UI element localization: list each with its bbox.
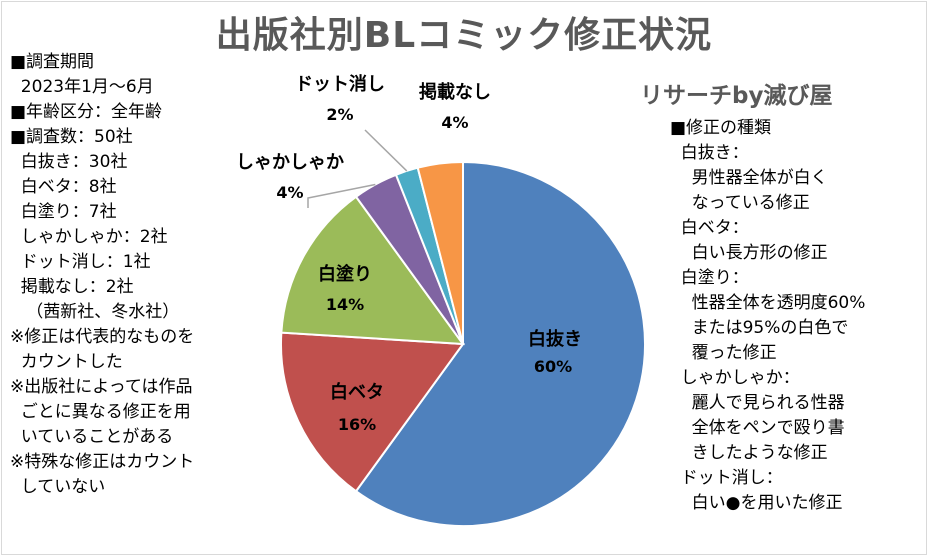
left-note-line: （茜新社、冬水社）	[10, 302, 180, 322]
slice-name-label: しゃかしゃか	[236, 152, 344, 173]
left-note-line: ※出版社によっては作品	[10, 377, 193, 397]
left-note-line: ■調査数：50社	[10, 127, 133, 147]
slice-percent-label: 2%	[326, 105, 353, 124]
right-notes-panel: ■修正の種類 白抜き： 男性器全体が白く なっている修正 白ベタ： 白い長方形の…	[670, 116, 865, 516]
right-note-line: 白抜き：	[670, 143, 749, 163]
right-note-line: 麗人で見られる性器	[670, 393, 845, 413]
pie-slice	[280, 331, 465, 493]
right-note-line: または95%の白色で	[670, 318, 849, 338]
pie-slice	[416, 160, 464, 345]
right-note-line: きしたような修正	[670, 443, 828, 463]
right-note-line: 全体をペンで殴り書	[670, 418, 845, 438]
right-note-line: 白い●を用いた修正	[670, 493, 843, 513]
left-note-line: 白塗り：7社	[10, 202, 117, 222]
right-note-line: 性器全体を透明度60%	[670, 293, 866, 313]
slice-name-label: 白抜き	[528, 328, 582, 350]
right-note-line: しゃかしゃか：	[670, 368, 800, 388]
left-note-line: ※修正は代表的なものを	[10, 327, 195, 347]
chart-title: 出版社別BLコミック修正状況	[215, 15, 713, 56]
left-note-line: カウントした	[10, 352, 123, 372]
right-note-line: 白ベタ：	[670, 218, 749, 238]
right-note-line: 覆った修正	[670, 343, 777, 363]
slice-percent-label: 14%	[326, 295, 364, 314]
left-note-line: ドット消し：1社	[10, 252, 151, 272]
left-note-line: いていることがある	[10, 427, 174, 447]
right-note-line: ドット消し：	[670, 468, 783, 488]
left-note-line: 白抜き：30社	[10, 152, 128, 172]
left-note-line: ■調査期間	[10, 52, 95, 72]
left-note-line: ごとに異なる修正を用	[10, 402, 191, 422]
left-note-line: しゃかしゃか：2社	[10, 227, 168, 247]
credit-text: リサーチby滅び屋	[640, 83, 833, 109]
pie-slice	[354, 160, 646, 527]
left-notes-panel: ■調査期間 2023年1月～6月 ■年齢区分：全年齢 ■調査数：50社 白抜き：30…	[10, 50, 194, 500]
slice-percent-label: 60%	[534, 357, 572, 376]
right-note-line: なっている修正	[670, 193, 810, 213]
slice-percent-label: 4%	[441, 113, 468, 132]
right-note-line: 男性器全体が白く	[670, 168, 828, 188]
slice-name-label: 掲載なし	[419, 81, 491, 103]
slice-percent-label: 16%	[338, 415, 376, 434]
left-note-line: ※特殊な修正はカウント	[10, 452, 195, 472]
right-note-line: ■修正の種類	[670, 118, 772, 138]
left-note-line: 2023年1月～6月	[10, 77, 154, 97]
slice-name-label: 白ベタ	[330, 381, 384, 403]
slice-name-label: ドット消し	[295, 73, 385, 95]
leader-line	[307, 183, 376, 208]
left-note-line: ■年齢区分：全年齢	[10, 102, 163, 122]
right-note-line: 白塗り：	[670, 268, 749, 288]
slice-percent-label: 4%	[276, 183, 303, 202]
left-note-line: 掲載なし：2社	[10, 277, 134, 297]
left-note-line: していない	[10, 477, 106, 497]
slice-name-label: 白塗り	[318, 263, 372, 285]
left-note-line: 白ベタ：8社	[10, 177, 117, 197]
pie-slice	[280, 195, 466, 346]
right-note-line: 白い長方形の修正	[670, 243, 828, 263]
leader-line	[364, 129, 408, 172]
